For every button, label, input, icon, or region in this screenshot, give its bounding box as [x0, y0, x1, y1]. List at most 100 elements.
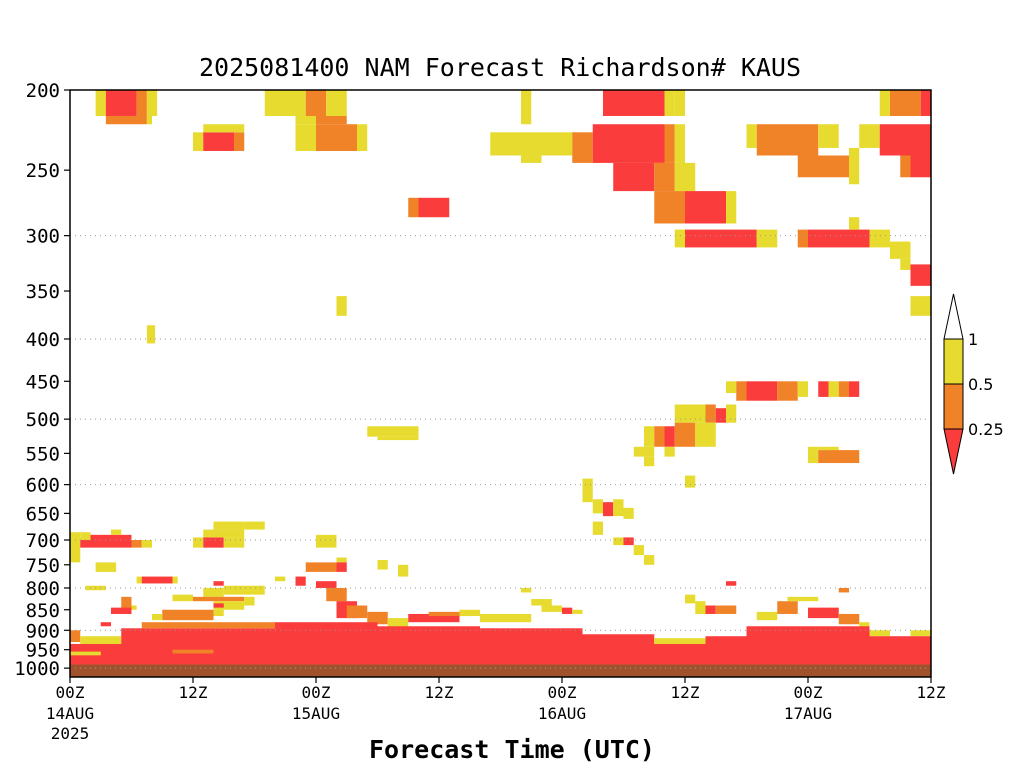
ri-cell: [264, 90, 306, 116]
ri-cell: [100, 622, 111, 627]
ri-cell: [746, 381, 778, 401]
ri-cell: [715, 605, 737, 614]
y-tick-label: 550: [26, 443, 60, 465]
ri-cell: [398, 564, 409, 577]
ri-cell: [705, 636, 747, 644]
ri-cell: [213, 581, 224, 586]
ri-cell: [828, 381, 839, 397]
ri-cell: [808, 446, 819, 464]
ri-cell: [203, 537, 224, 548]
ri-cell: [244, 521, 265, 530]
y-tick-label: 700: [26, 530, 60, 552]
ri-cell: [910, 296, 931, 316]
ri-cell: [603, 502, 614, 517]
y-tick-label: 350: [26, 281, 60, 303]
ri-cell: [203, 132, 234, 151]
ri-cell: [623, 507, 634, 519]
ri-cell: [838, 587, 849, 593]
ri-cell: [121, 596, 132, 614]
ri-cell: [223, 585, 265, 595]
chart-title: 2025081400 NAM Forecast Richardson# KAUS: [199, 53, 801, 82]
x-tick-label: 12Z: [671, 683, 700, 702]
ri-cell: [849, 381, 860, 397]
ri-cell: [756, 229, 778, 248]
ri-cell: [808, 607, 839, 619]
ri-cell: [141, 622, 275, 629]
ri-cell: [213, 609, 224, 617]
ri-cell: [664, 90, 675, 116]
ri-cell: [223, 537, 245, 548]
x-tick-label: 12Z: [425, 683, 454, 702]
ri-cell: [336, 557, 347, 563]
ri-cell: [111, 607, 132, 614]
ri-cell: [387, 618, 409, 629]
legend-bottom-arrow: [943, 428, 964, 475]
ri-cell: [613, 162, 655, 192]
x-tick-day-label: 15AUG: [292, 704, 340, 723]
ri-cell: [592, 499, 603, 514]
ri-cell: [367, 426, 419, 437]
x-tick-day-label: 17AUG: [784, 704, 832, 723]
legend-label: 0.25: [968, 420, 1004, 439]
ri-cell: [367, 611, 388, 625]
ri-cell: [695, 422, 716, 447]
ri-cell: [726, 191, 737, 224]
ri-cell: [172, 649, 214, 654]
ri-cell: [80, 532, 91, 541]
ri-cell: [521, 90, 532, 125]
y-tick-label: 800: [26, 578, 60, 600]
ri-cell: [428, 611, 470, 617]
ri-cell: [193, 132, 204, 151]
ri-cell: [377, 559, 388, 570]
x-tick-label: 00Z: [548, 683, 577, 702]
ri-cell: [70, 532, 81, 563]
y-tick-label: 400: [26, 329, 60, 351]
ri-cell: [705, 404, 716, 423]
ri-cell: [193, 537, 204, 548]
ri-cell: [105, 115, 147, 125]
y-tick-label: 650: [26, 503, 60, 525]
ri-cell: [633, 446, 655, 457]
ri-cell: [879, 90, 890, 116]
y-tick-label: 500: [26, 409, 60, 431]
x-tick-label: 12Z: [917, 683, 946, 702]
legend-label: 1: [968, 330, 978, 349]
ri-cell: [592, 521, 603, 535]
ri-cell: [654, 426, 665, 447]
ri-cell: [685, 229, 757, 248]
ri-cell: [146, 115, 152, 125]
ri-cell: [726, 404, 737, 423]
ri-cell: [80, 636, 122, 644]
ri-cell: [746, 124, 757, 148]
ri-cell: [592, 124, 665, 163]
ri-cell: [80, 540, 91, 548]
ri-cell: [777, 381, 798, 401]
ri-cell: [797, 155, 849, 178]
ri-cell: [633, 545, 644, 556]
ri-cell: [746, 626, 870, 644]
ri-cell: [890, 241, 911, 259]
ri-cell: [644, 426, 655, 447]
ri-cell: [95, 562, 117, 572]
ri-cell: [654, 638, 706, 644]
ri-cell: [131, 605, 137, 610]
ri-cell: [838, 613, 860, 625]
y-tick-label: 1000: [14, 658, 60, 680]
ri-cell: [838, 381, 849, 397]
ri-cell: [490, 132, 573, 156]
ri-cell: [203, 529, 245, 538]
ri-cell: [674, 90, 685, 116]
ri-cell: [305, 562, 337, 572]
ri-cell: [95, 90, 106, 116]
ri-cell: [920, 90, 931, 116]
y-tick-label: 200: [26, 80, 60, 102]
ri-cell: [715, 408, 726, 423]
ri-cell: [203, 587, 224, 597]
ground-layer: [70, 664, 931, 677]
ri-cell: [654, 191, 685, 224]
ri-cell: [674, 162, 696, 192]
ri-cell: [695, 601, 706, 614]
legend-top-arrow: [943, 293, 964, 340]
ri-cell: [305, 90, 327, 116]
